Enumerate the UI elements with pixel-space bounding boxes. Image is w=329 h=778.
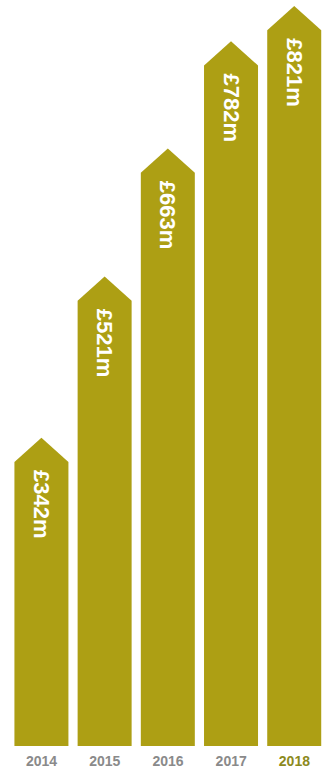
svg-text:2018: 2018	[279, 753, 310, 769]
svg-text:£821m: £821m	[282, 38, 307, 107]
svg-text:2015: 2015	[89, 753, 120, 769]
svg-text:2014: 2014	[26, 753, 57, 769]
svg-text:2016: 2016	[152, 753, 183, 769]
svg-text:£521m: £521m	[92, 309, 117, 378]
svg-text:£782m: £782m	[219, 73, 244, 142]
svg-text:2017: 2017	[216, 753, 247, 769]
svg-text:£342m: £342m	[29, 470, 54, 539]
svg-text:£663m: £663m	[155, 181, 180, 250]
